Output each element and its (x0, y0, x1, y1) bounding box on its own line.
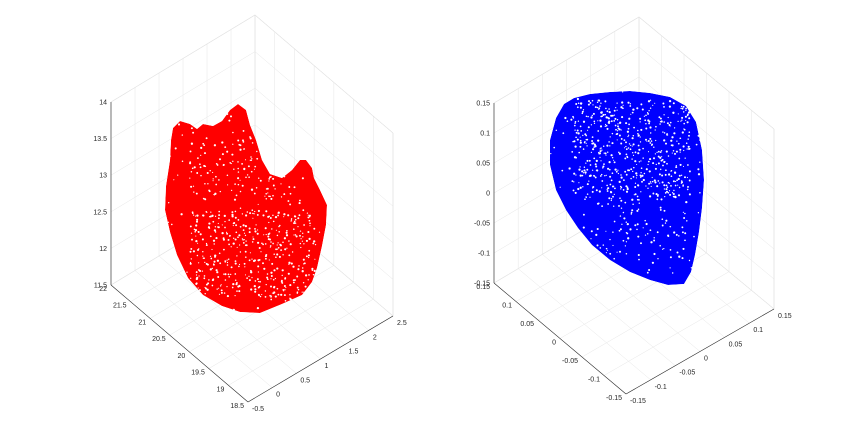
x-tick-label: 0 (704, 356, 708, 363)
x-tick-label: 0.15 (778, 313, 792, 320)
y-tick-label: -0.15 (606, 395, 622, 402)
z-tick-label: 11.5 (94, 283, 107, 290)
x-tick-label: 2 (373, 334, 377, 341)
axis-lines-0 (110, 102, 394, 403)
z-tick-label: -0.05 (474, 221, 490, 228)
y-tick-label: 0.1 (502, 303, 512, 310)
x-tick-label: 1.5 (349, 349, 359, 356)
x-tick-label: -0.1 (655, 384, 667, 391)
x-tick-label: 1 (325, 363, 329, 370)
z-tick-label: -0.15 (474, 281, 490, 288)
z-tick-label: 12 (99, 246, 107, 253)
x-tick-label: 0 (276, 392, 280, 399)
z-tick-label: 14 (99, 100, 107, 107)
y-tick-label: 20 (177, 353, 185, 360)
z-tick-label: 0 (486, 191, 490, 198)
y-tick-label: 0.15 (476, 284, 490, 291)
y-tick-label: -0.05 (562, 358, 578, 365)
z-tick-label: 0.05 (476, 161, 490, 168)
x-tick-label: 0.05 (729, 341, 743, 348)
tick-labels-1: -0.15-0.1-0.0500.050.10.15-0.15-0.1-0.05… (474, 101, 792, 406)
y-tick-label: 18.5 (230, 403, 244, 410)
plot-left-red-point-cloud: -0.500.511.522.518.51919.52020.52121.522… (93, 14, 407, 414)
tick-labels-0: -0.500.511.522.518.51919.52020.52121.522… (93, 100, 406, 414)
y-tick-label: 0 (552, 340, 556, 347)
z-tick-label: 0.1 (480, 131, 490, 138)
y-tick-label: 0.05 (520, 321, 534, 328)
z-tick-label: -0.1 (478, 251, 490, 258)
x-tick-label: -0.5 (252, 406, 264, 413)
x-tick-label: 0.1 (753, 327, 763, 334)
x-tick-label: -0.15 (630, 398, 646, 405)
y-tick-label: 21 (138, 319, 146, 326)
y-tick-label: 19.5 (191, 370, 205, 377)
point-cloud-1 (550, 91, 704, 285)
axis-lines-1 (493, 103, 775, 395)
y-tick-label: 19 (217, 386, 225, 393)
z-tick-label: 13.5 (93, 136, 107, 143)
z-tick-label: 12.5 (93, 209, 107, 216)
z-tick-label: 0.15 (476, 101, 490, 108)
y-tick-label: 22 (99, 286, 107, 293)
y-tick-label: -0.1 (588, 377, 600, 384)
plot-right-blue-point-cloud: -0.15-0.1-0.0500.050.10.15-0.15-0.1-0.05… (474, 16, 792, 406)
y-tick-label: 20.5 (152, 336, 166, 343)
x-tick-label: -0.05 (679, 370, 695, 377)
x-tick-label: 0.5 (300, 377, 310, 384)
z-tick-label: 13 (99, 173, 107, 180)
point-cloud-0 (165, 104, 327, 313)
y-tick-label: 21.5 (113, 303, 127, 310)
x-tick-label: 2.5 (397, 320, 407, 327)
